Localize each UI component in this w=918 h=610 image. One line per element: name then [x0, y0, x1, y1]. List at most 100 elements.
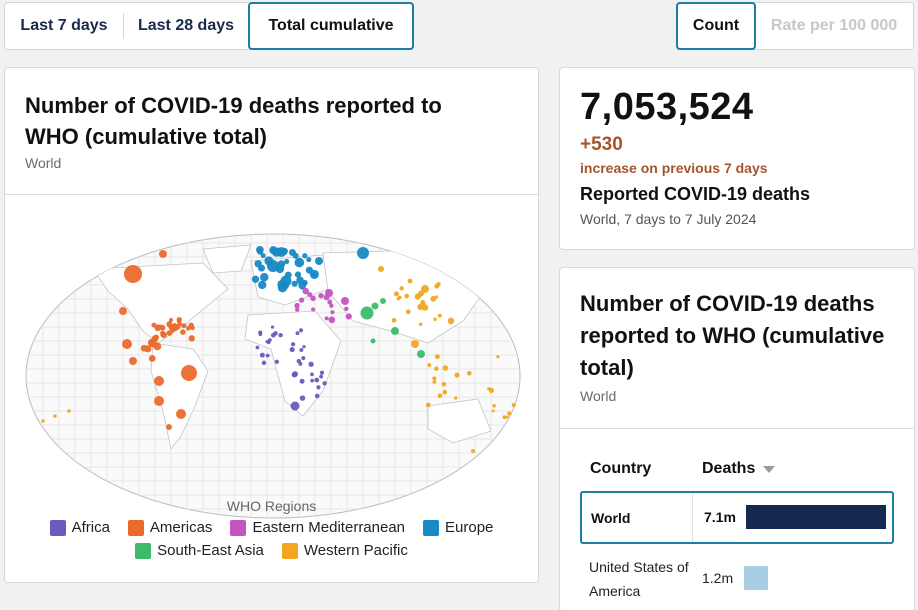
country-bubble[interactable]: [299, 328, 304, 333]
country-bubble[interactable]: [360, 306, 374, 320]
country-bubble[interactable]: [404, 293, 410, 299]
country-bubble[interactable]: [151, 322, 157, 328]
country-bubble[interactable]: [411, 340, 419, 348]
country-bubble[interactable]: [294, 271, 302, 278]
country-bubble[interactable]: [307, 292, 313, 298]
country-bubble[interactable]: [391, 327, 399, 335]
country-bubble[interactable]: [418, 322, 423, 327]
country-bubble[interactable]: [299, 347, 304, 352]
country-bubble[interactable]: [122, 339, 132, 349]
country-bubble[interactable]: [181, 323, 187, 329]
country-bubble[interactable]: [290, 401, 300, 411]
country-bubble[interactable]: [166, 330, 173, 336]
country-bubble[interactable]: [254, 260, 262, 268]
country-bubble[interactable]: [270, 325, 275, 329]
country-bubble[interactable]: [421, 285, 429, 293]
country-bubble[interactable]: [391, 317, 397, 323]
country-bubble[interactable]: [447, 317, 455, 325]
country-bubble[interactable]: [274, 359, 280, 364]
country-bubble[interactable]: [180, 329, 186, 335]
country-bubble[interactable]: [290, 342, 296, 347]
country-bubble[interactable]: [159, 250, 167, 258]
legend-item-africa[interactable]: Africa: [49, 519, 110, 536]
country-bubble[interactable]: [140, 344, 148, 352]
country-bubble[interactable]: [454, 372, 460, 378]
country-bubble[interactable]: [289, 346, 295, 353]
country-bubble[interactable]: [325, 289, 333, 297]
country-bubble[interactable]: [311, 307, 316, 312]
country-bubble[interactable]: [505, 415, 509, 419]
country-bubble[interactable]: [437, 313, 442, 318]
country-bubble[interactable]: [442, 365, 449, 371]
country-bubble[interactable]: [357, 247, 369, 259]
country-bubble[interactable]: [491, 409, 495, 413]
country-bubble[interactable]: [407, 278, 413, 284]
country-bubble[interactable]: [432, 380, 437, 384]
country-bubble[interactable]: [265, 339, 269, 344]
country-bubble[interactable]: [188, 335, 195, 342]
country-bubble[interactable]: [344, 306, 349, 312]
country-bubble[interactable]: [319, 370, 325, 375]
legend-item-south-east-asia[interactable]: South-East Asia: [135, 542, 264, 559]
country-bubble[interactable]: [294, 257, 305, 268]
world-bubble-map[interactable]: [23, 231, 523, 521]
legend-item-eastern-mediterranean[interactable]: Eastern Mediterranean: [230, 519, 405, 536]
country-bubble[interactable]: [427, 363, 432, 368]
country-bubble[interactable]: [188, 322, 194, 328]
country-bubble[interactable]: [437, 393, 443, 399]
country-bubble[interactable]: [41, 419, 45, 423]
country-bubble[interactable]: [298, 297, 305, 303]
country-bubble[interactable]: [129, 357, 137, 365]
country-bubble[interactable]: [124, 265, 142, 283]
country-bubble[interactable]: [425, 402, 431, 408]
country-bubble[interactable]: [296, 276, 304, 285]
country-bubble[interactable]: [370, 338, 376, 344]
country-bubble[interactable]: [397, 295, 402, 300]
country-bubble[interactable]: [255, 345, 260, 350]
country-bubble[interactable]: [265, 353, 270, 358]
country-bubble[interactable]: [487, 387, 491, 391]
tab-last-7-days[interactable]: Last 7 days: [20, 17, 108, 34]
country-bubble[interactable]: [496, 355, 500, 359]
country-bubble[interactable]: [302, 253, 308, 259]
country-bubble[interactable]: [186, 326, 191, 331]
country-bubble[interactable]: [259, 352, 265, 358]
country-bubble[interactable]: [417, 350, 425, 358]
country-bubble[interactable]: [314, 393, 320, 399]
country-bubble[interactable]: [502, 415, 507, 420]
country-bubble[interactable]: [327, 299, 333, 305]
country-bubble[interactable]: [154, 376, 164, 386]
country-bubble[interactable]: [168, 317, 174, 323]
country-bubble[interactable]: [329, 303, 334, 308]
country-bubble[interactable]: [176, 318, 182, 324]
legend-item-western-pacific[interactable]: Western Pacific: [281, 542, 408, 559]
country-bubble[interactable]: [434, 354, 440, 360]
country-bubble[interactable]: [314, 377, 320, 383]
country-bubble[interactable]: [511, 403, 516, 408]
country-bubble[interactable]: [258, 280, 267, 290]
country-bubble[interactable]: [436, 282, 441, 287]
country-bubble[interactable]: [302, 287, 309, 295]
column-header-deaths[interactable]: Deaths: [702, 460, 776, 478]
country-bubble[interactable]: [292, 371, 299, 378]
country-bubble[interactable]: [341, 297, 349, 305]
country-bubble[interactable]: [430, 295, 437, 302]
table-row-world[interactable]: World 7.1m: [580, 491, 894, 544]
table-row-united-states[interactable]: United States of America 1.2m: [580, 553, 894, 609]
country-bubble[interactable]: [278, 332, 283, 338]
country-bubble[interactable]: [157, 324, 164, 330]
country-bubble[interactable]: [276, 247, 287, 257]
country-bubble[interactable]: [399, 286, 404, 291]
country-bubble[interactable]: [168, 325, 174, 331]
country-bubble[interactable]: [148, 355, 156, 362]
country-bubble[interactable]: [432, 376, 437, 381]
legend-item-europe[interactable]: Europe: [423, 519, 493, 536]
country-bubble[interactable]: [318, 292, 324, 299]
country-bubble[interactable]: [507, 411, 512, 416]
country-bubble[interactable]: [153, 336, 159, 341]
country-bubble[interactable]: [53, 414, 57, 418]
country-bubble[interactable]: [299, 395, 306, 401]
country-bubble[interactable]: [322, 381, 327, 386]
country-bubble[interactable]: [284, 259, 290, 265]
tab-total-cumulative[interactable]: Total cumulative: [248, 2, 414, 50]
